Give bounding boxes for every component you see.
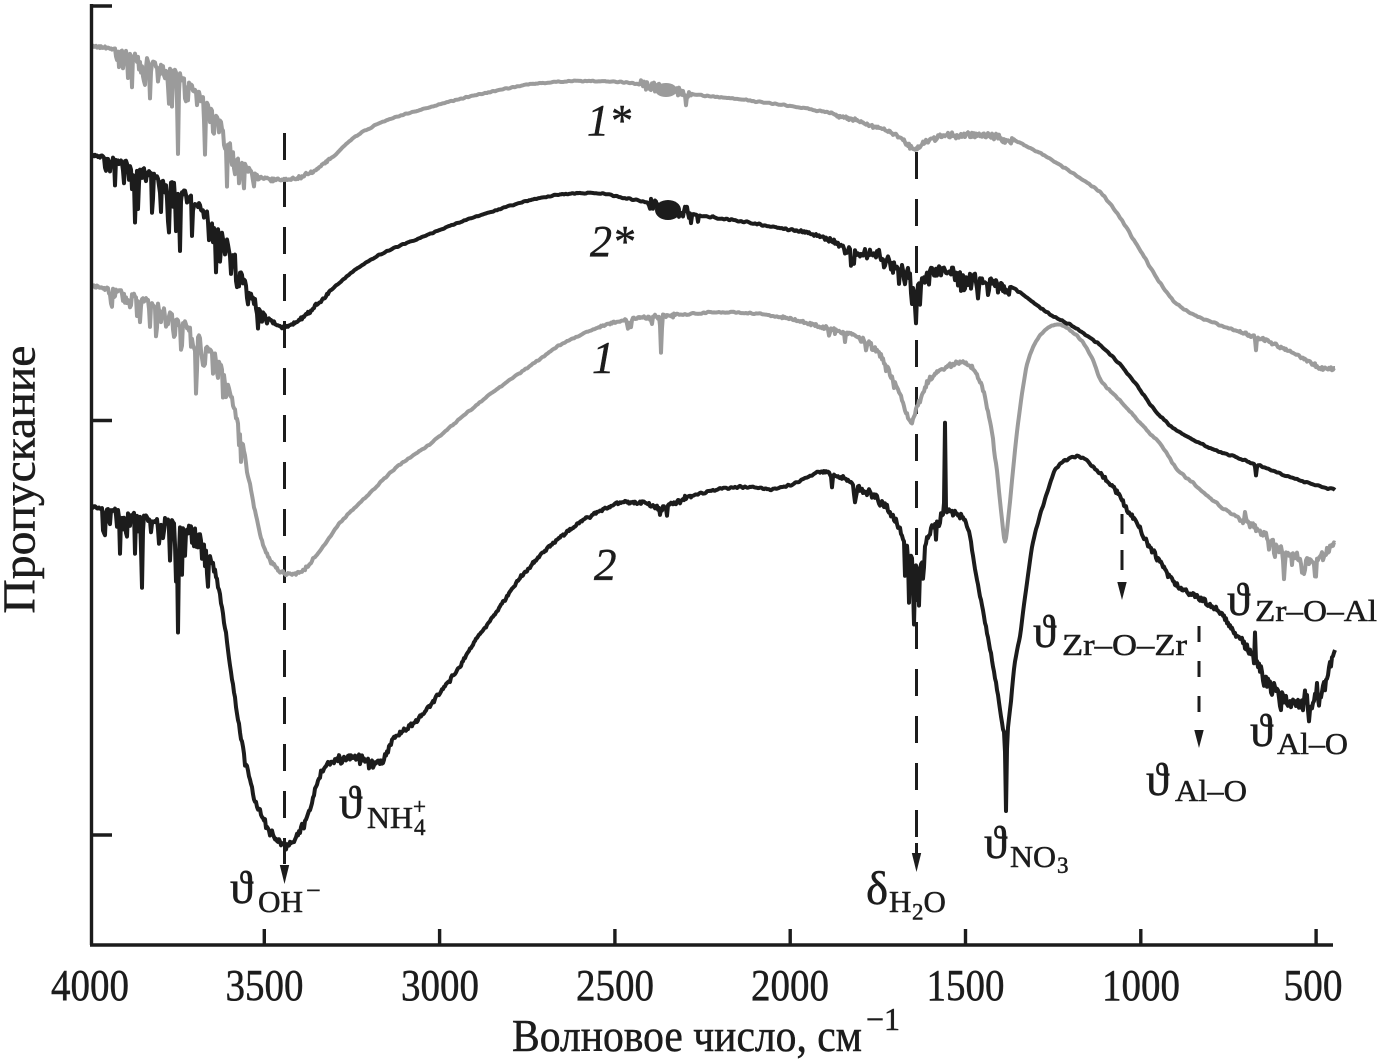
svg-text:1500: 1500 [927,961,1005,1010]
svg-text:2: 2 [912,900,924,925]
svg-text:ϑ: ϑ [230,862,254,914]
svg-text:2500: 2500 [576,961,654,1010]
svg-text:O: O [924,884,946,919]
svg-text:ϑ: ϑ [984,817,1008,869]
svg-text:Zr–O–Zr: Zr–O–Zr [1062,627,1188,662]
svg-text:1000: 1000 [1102,961,1180,1010]
svg-text:−: − [306,876,321,905]
svg-text:ϑ: ϑ [1227,574,1251,626]
svg-text:3500: 3500 [226,961,304,1010]
svg-text:δ: δ [866,863,888,915]
svg-text:Волновое число, см: Волновое число, см [512,1011,862,1061]
svg-text:2: 2 [594,540,617,590]
svg-text:OH: OH [258,884,303,919]
svg-text:2*: 2* [590,217,634,266]
svg-text:3: 3 [1057,853,1069,878]
svg-text:NH: NH [367,800,413,835]
svg-text:Al–O: Al–O [1277,726,1348,761]
svg-text:4: 4 [414,815,426,840]
svg-text:NO: NO [1010,839,1056,874]
svg-text:4000: 4000 [51,961,129,1010]
svg-text:500: 500 [1284,961,1343,1010]
svg-text:1*: 1* [587,96,631,145]
svg-text:ϑ: ϑ [1146,754,1170,806]
svg-text:Al–O: Al–O [1175,773,1247,808]
svg-text:2000: 2000 [751,961,829,1010]
svg-text:Zr–O–Al: Zr–O–Al [1255,593,1377,628]
svg-text:−1: −1 [866,1001,900,1037]
svg-text:H: H [889,884,911,919]
svg-text:ϑ: ϑ [339,777,363,829]
svg-text:+: + [413,794,426,819]
svg-text:1: 1 [592,333,615,383]
svg-text:Пропускание: Пропускание [0,346,45,614]
svg-text:ϑ: ϑ [1250,705,1274,757]
svg-text:3000: 3000 [401,961,479,1010]
svg-text:ϑ: ϑ [1033,606,1057,658]
